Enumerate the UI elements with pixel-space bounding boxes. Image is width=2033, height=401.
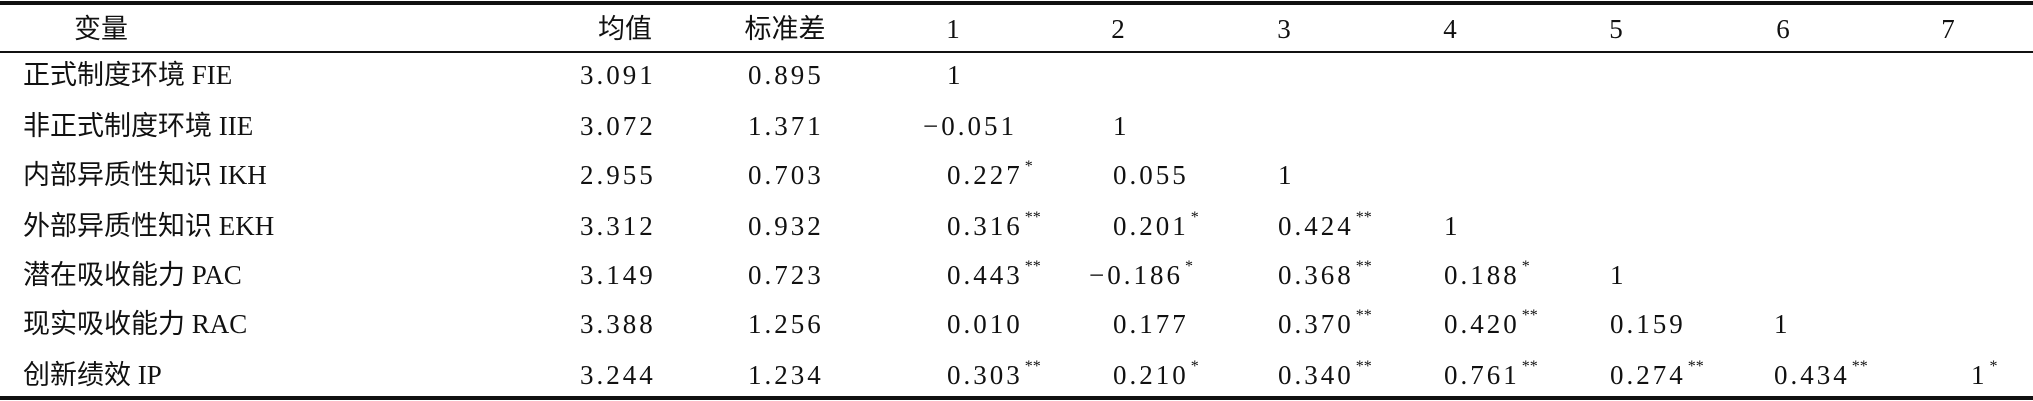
corr-cell: 0.055 — [1113, 160, 1189, 190]
sd-cell: 0.895 — [748, 60, 824, 90]
significance: ** — [1355, 358, 1372, 375]
corr-cell: 0.316 — [947, 211, 1023, 241]
row-label: 内部异质性知识 IKH — [23, 160, 267, 190]
sd-cell: 1.234 — [748, 360, 824, 390]
header-cell: 6 — [1776, 14, 1790, 44]
sd-cell: 0.703 — [748, 160, 824, 190]
corr-cell: 1 — [1610, 260, 1627, 290]
header-cell: 4 — [1443, 14, 1457, 44]
mean-cell: 3.091 — [580, 60, 656, 90]
significance: ** — [1355, 307, 1372, 324]
significance: ** — [1521, 307, 1538, 324]
corr-cell: 0.201 — [1113, 211, 1189, 241]
significance: * — [1521, 258, 1530, 275]
mean-cell: 3.244 — [580, 360, 656, 390]
corr-cell: −0.051 — [923, 111, 1017, 141]
corr-cell: 0.274 — [1610, 360, 1686, 390]
corr-cell: 0.368 — [1278, 260, 1354, 290]
header-rule — [0, 51, 2033, 53]
corr-cell: 1 — [1444, 211, 1461, 241]
sd-cell: 1.256 — [748, 309, 824, 339]
corr-cell: 1 — [1113, 111, 1130, 141]
header-cell: 变量 — [74, 14, 128, 44]
bottom-rule — [0, 396, 2033, 400]
significance: ** — [1024, 258, 1041, 275]
header-cell: 5 — [1609, 14, 1623, 44]
corr-cell: 0.420 — [1444, 309, 1520, 339]
significance: * — [1190, 209, 1199, 226]
row-label: 非正式制度环境 IIE — [23, 111, 254, 141]
corr-cell: 0.159 — [1610, 309, 1686, 339]
corr-cell: 0.227 — [947, 160, 1023, 190]
significance: * — [1190, 358, 1199, 375]
mean-cell: 3.388 — [580, 309, 656, 339]
corr-cell: 0.303 — [947, 360, 1023, 390]
significance: ** — [1355, 258, 1372, 275]
sd-cell: 0.723 — [748, 260, 824, 290]
row-label: 潜在吸收能力 PAC — [23, 260, 242, 290]
significance: ** — [1024, 209, 1041, 226]
significance: * — [1989, 358, 1998, 375]
corr-cell: 0.010 — [947, 309, 1023, 339]
corr-cell: 0.443 — [947, 260, 1023, 290]
header-cell: 2 — [1111, 14, 1125, 44]
corr-cell: 0.424 — [1278, 211, 1354, 241]
sd-cell: 1.371 — [748, 111, 824, 141]
sd-cell: 0.932 — [748, 211, 824, 241]
mean-cell: 2.955 — [580, 160, 656, 190]
corr-cell: 0.434 — [1774, 360, 1850, 390]
top-rule — [0, 1, 2033, 5]
significance: ** — [1687, 358, 1704, 375]
corr-cell: 1 — [1971, 360, 1988, 390]
corr-cell: −0.186 — [1089, 260, 1183, 290]
significance: ** — [1521, 358, 1538, 375]
corr-cell: 0.188 — [1444, 260, 1520, 290]
row-label: 现实吸收能力 RAC — [23, 309, 248, 339]
significance: * — [1184, 258, 1193, 275]
corr-cell: 0.340 — [1278, 360, 1354, 390]
header-cell: 7 — [1941, 14, 1955, 44]
corr-cell: 1 — [947, 60, 964, 90]
corr-cell: 0.370 — [1278, 309, 1354, 339]
row-label: 正式制度环境 FIE — [23, 60, 233, 90]
significance: ** — [1851, 358, 1868, 375]
significance: ** — [1024, 358, 1041, 375]
corr-cell: 0.177 — [1113, 309, 1189, 339]
mean-cell: 3.072 — [580, 111, 656, 141]
row-label: 创新绩效 IP — [23, 360, 162, 390]
mean-cell: 3.149 — [580, 260, 656, 290]
significance: ** — [1355, 209, 1372, 226]
corr-cell: 0.210 — [1113, 360, 1189, 390]
header-cell: 标准差 — [744, 14, 826, 44]
mean-cell: 3.312 — [580, 211, 656, 241]
corr-cell: 0.761 — [1444, 360, 1520, 390]
header-cell: 3 — [1277, 14, 1291, 44]
header-cell: 均值 — [598, 14, 652, 44]
corr-cell: 1 — [1278, 160, 1295, 190]
corr-cell: 1 — [1774, 309, 1791, 339]
header-cell: 1 — [946, 14, 960, 44]
row-label: 外部异质性知识 EKH — [23, 211, 275, 241]
significance: * — [1024, 158, 1033, 175]
